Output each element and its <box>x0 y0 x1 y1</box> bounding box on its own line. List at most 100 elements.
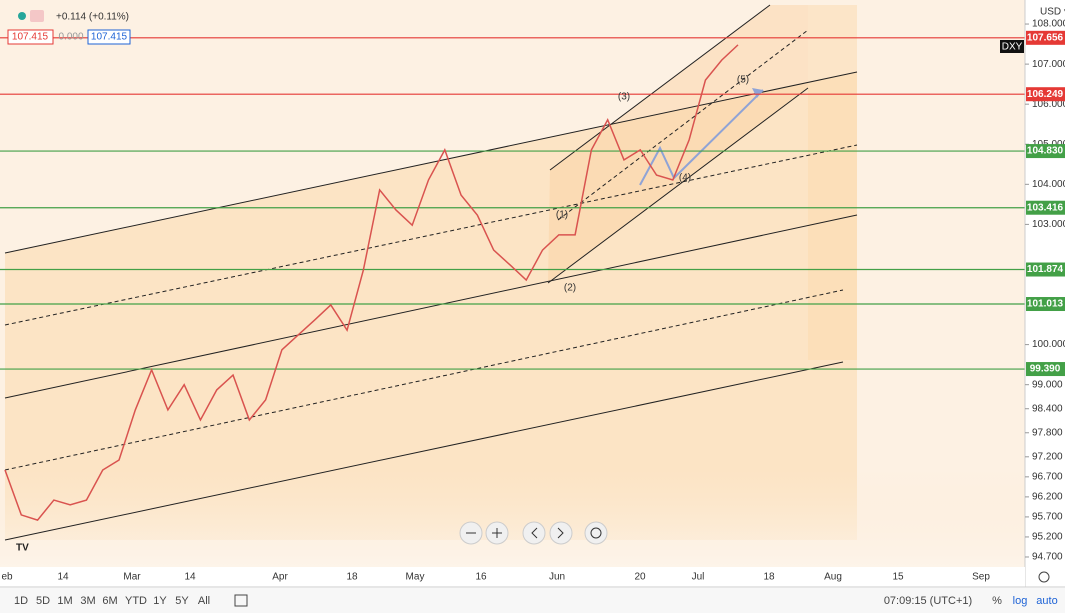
level-tag <box>1026 262 1065 277</box>
channel-dash <box>4 289 844 471</box>
x-tick-label: Aug <box>824 572 842 583</box>
toolbar <box>0 588 1065 613</box>
ask[interactable]: 107.415 <box>91 32 128 43</box>
level-label: 99.390 <box>1030 364 1061 375</box>
x-tick-label: 15 <box>892 572 904 583</box>
level-tag <box>1026 144 1065 159</box>
level-label: 104.830 <box>1027 146 1064 157</box>
level-tag <box>1026 200 1065 215</box>
level-label: 107.656 <box>1027 32 1064 43</box>
channel-upper <box>4 71 858 254</box>
y-tick-label: 106.000 <box>1032 99 1065 110</box>
wave-icon <box>30 10 44 22</box>
range-button[interactable]: 1Y <box>153 595 167 607</box>
auto-toggle[interactable]: auto <box>1036 595 1057 607</box>
range-button[interactable]: 1M <box>57 595 72 607</box>
y-tick-label: 95.700 <box>1032 512 1063 523</box>
date-range-icon[interactable] <box>234 594 248 607</box>
channel-dash <box>4 144 858 326</box>
y-tick-label: 103.000 <box>1032 219 1065 230</box>
range-button[interactable]: YTD <box>125 595 147 607</box>
ask-box[interactable] <box>87 29 131 45</box>
y-tick-label: 100.000 <box>1032 339 1065 350</box>
small-channel-lower <box>547 87 809 284</box>
price-line <box>4 44 739 521</box>
y-tick-label: 97.200 <box>1032 451 1063 462</box>
icon <box>531 527 538 539</box>
range-button[interactable]: 5Y <box>175 595 189 607</box>
fade <box>0 470 1025 567</box>
range-button[interactable]: 3M <box>80 595 95 607</box>
symbol: DXY <box>1002 42 1023 53</box>
symbol-box <box>1000 40 1024 53</box>
y-tick-label: 96.700 <box>1032 471 1063 482</box>
time-axis <box>0 567 1025 587</box>
y-tick-label: 104.000 <box>1032 179 1065 190</box>
level-label: 103.416 <box>1027 202 1064 213</box>
level-tag <box>1026 362 1065 377</box>
y-tick-label: 107.000 <box>1032 59 1065 70</box>
bid[interactable]: 107.415 <box>12 32 49 43</box>
x-tick-label: 14 <box>184 572 196 583</box>
log-toggle[interactable]: log <box>1013 595 1028 607</box>
nav-controls <box>459 521 608 545</box>
y-tick-label: 97.800 <box>1032 427 1063 438</box>
change: +0.114 (+0.11%) <box>56 12 129 23</box>
level-tag <box>1026 30 1065 45</box>
x-tick-label: May <box>406 572 425 583</box>
range-button[interactable]: 1D <box>14 595 28 607</box>
level-label: 106.249 <box>1027 89 1064 100</box>
y-tick-label: 108.000 <box>1032 19 1065 30</box>
settings[interactable] <box>1038 571 1050 583</box>
x-tick-label: 20 <box>634 572 646 583</box>
range-button[interactable]: 5D <box>36 595 50 607</box>
level-label: 101.874 <box>1027 264 1064 275</box>
icon <box>557 527 564 539</box>
x-tick-label: eb <box>1 572 13 583</box>
level-label: 101.013 <box>1027 299 1064 310</box>
small-channel-upper <box>549 4 771 171</box>
logo: TV <box>16 543 29 554</box>
wave-label: (2) <box>564 283 576 294</box>
projection-box <box>808 5 857 360</box>
wave-label: (1) <box>556 210 568 221</box>
x-tick-label: Mar <box>123 572 141 583</box>
arrow-head <box>752 88 763 98</box>
wave-label: (3) <box>618 92 630 103</box>
clock: 07:09:15 (UTC+1) <box>884 595 972 607</box>
icon <box>590 527 602 539</box>
x-tick-label: Apr <box>272 572 288 583</box>
spread: 0.000 <box>58 32 83 43</box>
y-tick-label: 96.200 <box>1032 492 1063 503</box>
scroll-right[interactable] <box>549 521 573 545</box>
level-tag <box>1026 297 1065 312</box>
icon <box>492 528 502 538</box>
channel-middle <box>4 214 858 399</box>
x-tick-label: 14 <box>57 572 69 583</box>
x-tick-label: 18 <box>346 572 358 583</box>
y-tick-label: 94.700 <box>1032 552 1063 563</box>
currency[interactable]: USD ▾ <box>1040 7 1065 18</box>
small-channel-fill <box>548 5 808 283</box>
range-button[interactable]: 6M <box>102 595 117 607</box>
y-tick-label: 95.200 <box>1032 532 1063 543</box>
reset[interactable] <box>584 521 608 545</box>
status-dot <box>18 12 26 20</box>
projection-arrow <box>639 89 764 186</box>
bid-box[interactable] <box>7 29 54 45</box>
y-tick-label: 98.400 <box>1032 403 1063 414</box>
y-tick-label: 99.000 <box>1032 379 1063 390</box>
x-tick-label: Sep <box>972 572 990 583</box>
percent-toggle[interactable]: % <box>992 595 1002 607</box>
small-channel-dash <box>557 29 809 221</box>
wave-label: (4) <box>679 173 691 184</box>
scroll-left[interactable] <box>522 521 546 545</box>
channel-lower <box>4 361 844 541</box>
range-button[interactable]: All <box>198 595 210 607</box>
x-tick-label: Jul <box>692 572 705 583</box>
x-tick-label: Jun <box>549 572 565 583</box>
level-tag <box>1026 87 1065 102</box>
x-tick-label: 18 <box>763 572 775 583</box>
